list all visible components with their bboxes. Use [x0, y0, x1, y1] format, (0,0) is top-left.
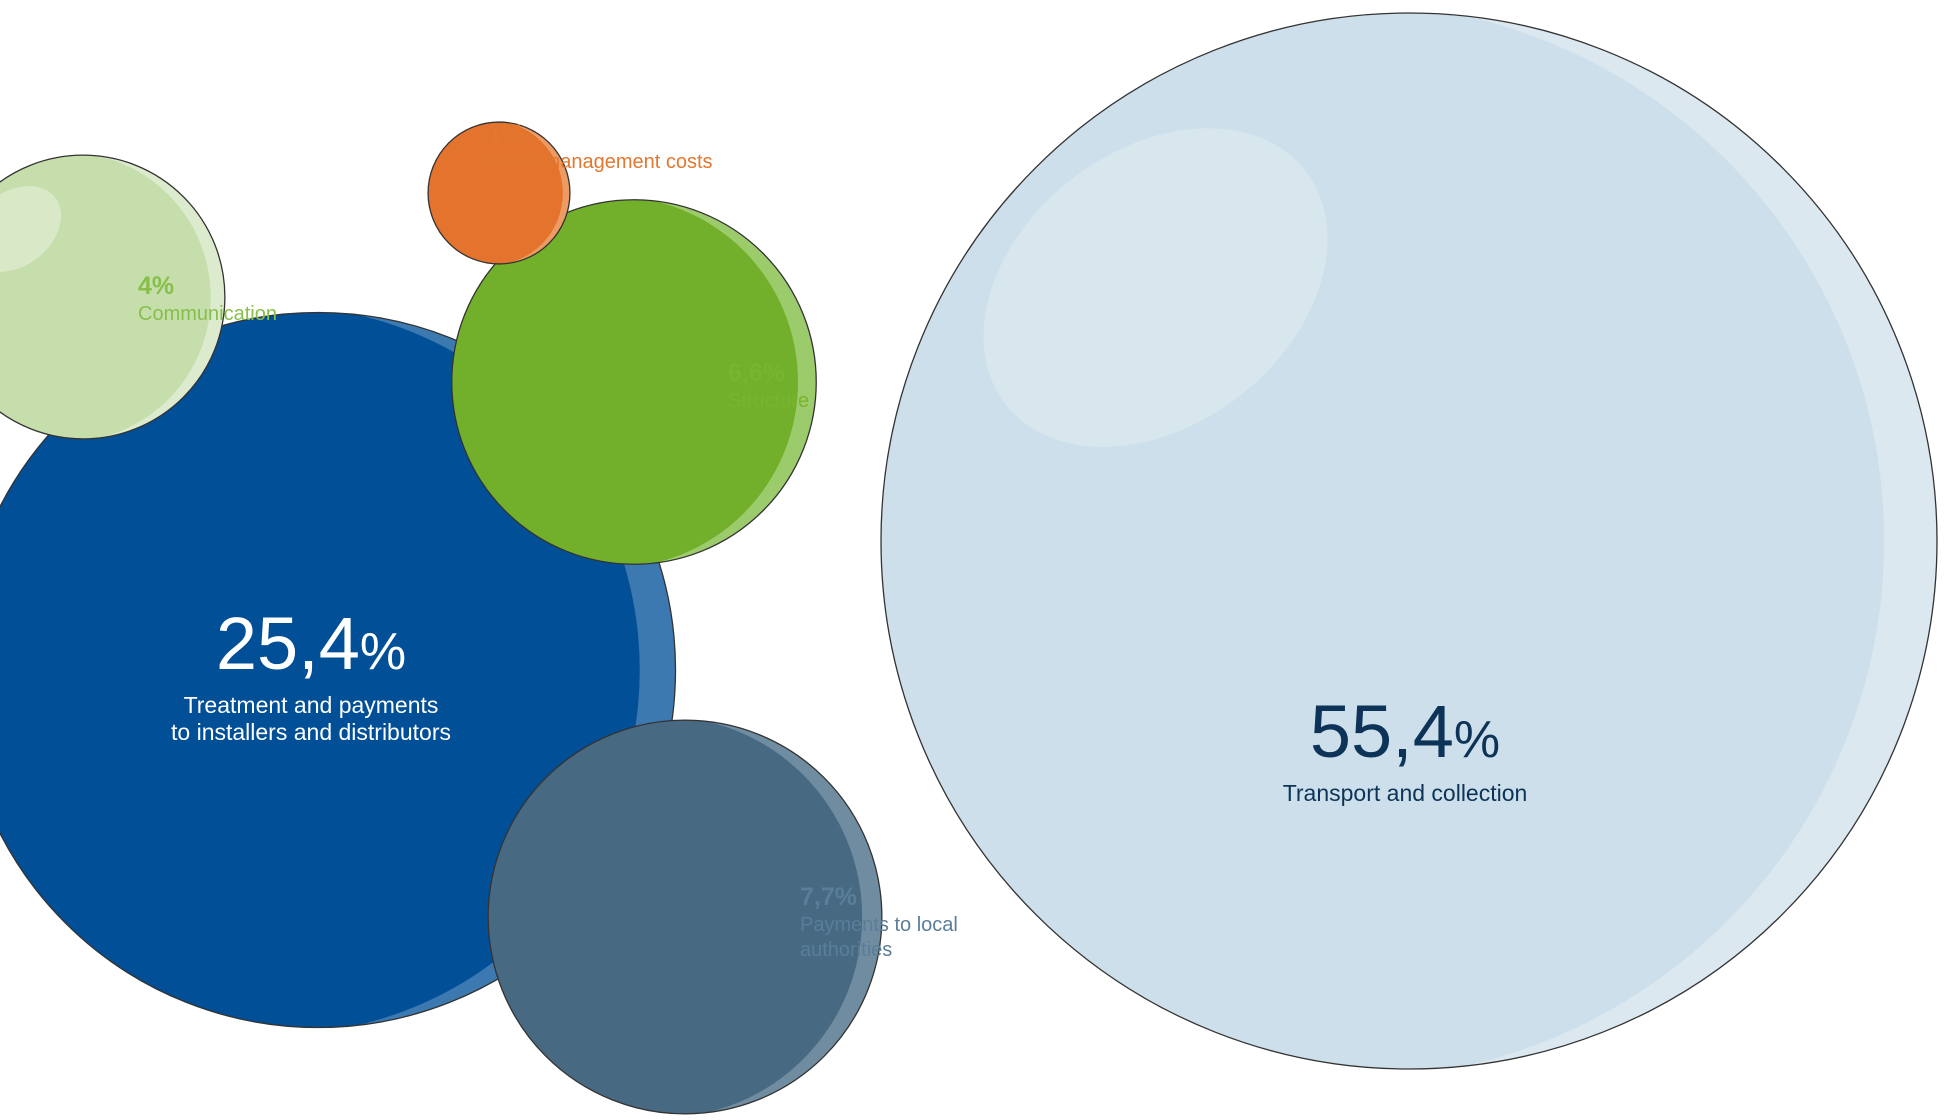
bubble-structure-body: [451, 199, 799, 565]
bubble-transport-body: [881, 13, 1885, 1069]
bubble-treatment-body: [0, 312, 640, 1028]
bubble-local-authorities-body: [488, 720, 863, 1114]
bubble-treatment-outline: [0, 311, 677, 1029]
bubble-structure-outline: [451, 199, 817, 565]
bubble-local-authorities-label-line: authorities: [800, 939, 892, 961]
bubble-communication-value: 4%: [138, 272, 174, 300]
bubble-transport-label-line: Transport and collection: [1283, 780, 1528, 806]
bubble-transport-outline: [880, 12, 1938, 1070]
bubble-communication-label-line: Communication: [138, 303, 277, 325]
bubble-other-management-value: 1%: [488, 120, 524, 148]
bubble-transport-gloss: [983, 128, 1328, 447]
bubble-communication-outline: [0, 154, 226, 440]
bubble-local-authorities: 7,7% Payments to local authorities: [487, 719, 958, 1115]
bubble-treatment-value: 25,4%: [216, 602, 406, 685]
bubble-other-management-label-line: Other management costs: [488, 151, 713, 173]
bubble-treatment-label-line: Treatment and payments: [184, 692, 439, 718]
bubble-local-authorities-outline: [487, 719, 883, 1115]
bubble-communication-body: [0, 155, 211, 439]
bubble-structure-label-line: Structure: [728, 390, 809, 412]
bubble-structure-value: 6,6%: [728, 359, 785, 387]
bubble-communication-gloss: [0, 186, 62, 272]
bubble-treatment-label-line: to installers and distributors: [171, 719, 451, 745]
bubble-communication: 4% Communication: [0, 154, 277, 440]
bubble-other-management-outline: [427, 121, 571, 265]
bubble-other-management-body: [428, 122, 563, 264]
bubble-local-authorities-value: 7,7%: [800, 883, 857, 911]
bubble-other-management: 1% Other management costs: [427, 120, 713, 265]
bubble-local-authorities-label-line: Payments to local: [800, 914, 958, 936]
bubble-transport: 55,4% Transport and collection: [880, 12, 1938, 1070]
bubble-structure: 6,6% Structure: [451, 199, 817, 565]
bubble-transport-value: 55,4%: [1310, 690, 1500, 773]
